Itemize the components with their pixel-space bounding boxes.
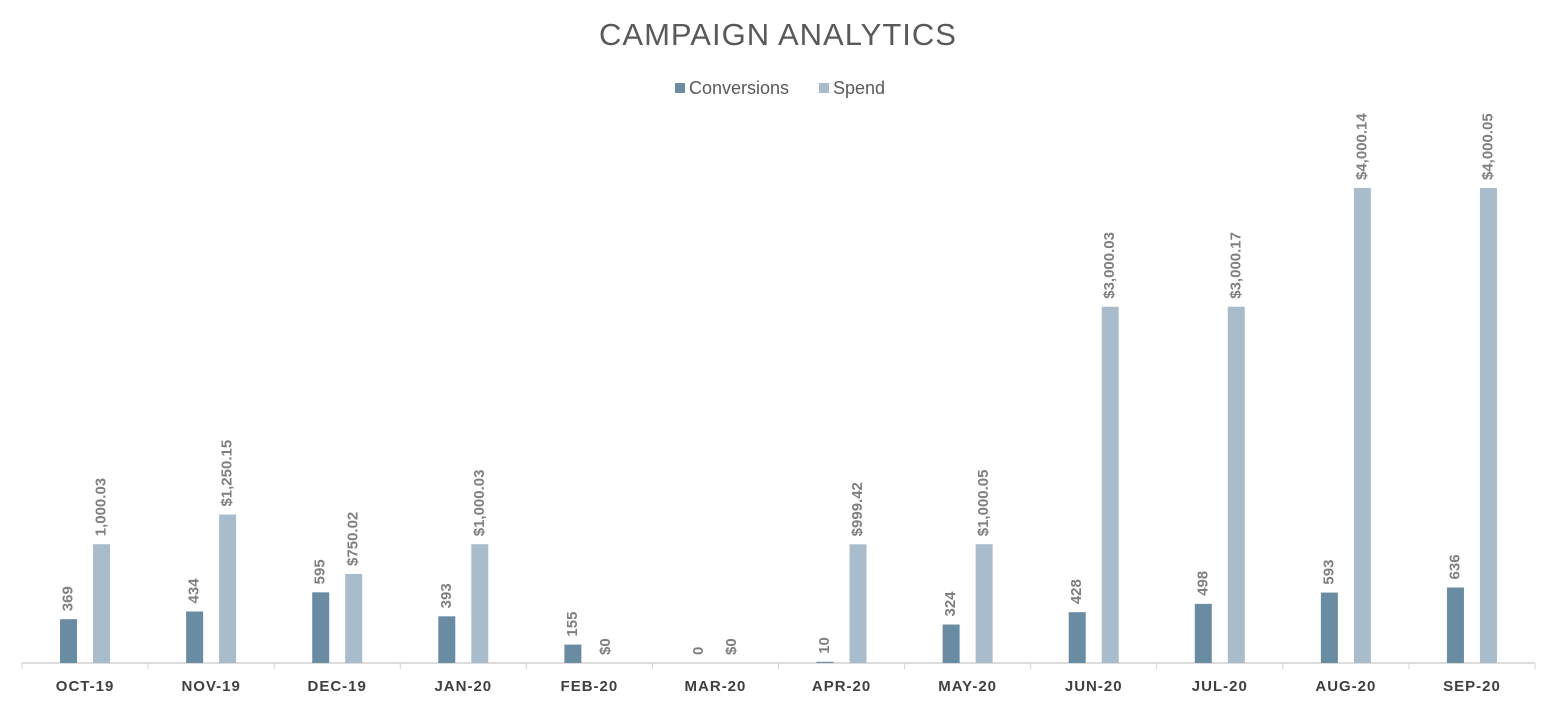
x-tick-label: JUN-20 [1065, 678, 1123, 695]
value-label: 428 [1068, 579, 1085, 604]
bar [1320, 592, 1338, 663]
value-label: 369 [60, 586, 77, 611]
bar [345, 573, 363, 663]
bar [1194, 603, 1212, 663]
bar [1227, 306, 1245, 663]
bar [471, 544, 489, 663]
bar [942, 624, 960, 663]
value-label: 593 [1320, 560, 1337, 585]
bar [438, 616, 456, 663]
bar [1353, 188, 1371, 663]
bar [219, 514, 237, 663]
bar [975, 544, 993, 663]
value-label: 155 [564, 612, 581, 637]
value-label: $1,250.15 [219, 440, 236, 507]
x-tick-label: JUL-20 [1192, 678, 1248, 695]
value-label: 636 [1446, 554, 1463, 579]
value-label: $3,000.03 [1101, 232, 1118, 299]
legend-label: Spend [833, 78, 885, 98]
x-tick-label: OCT-19 [56, 678, 115, 695]
value-label: $1,000.03 [471, 470, 488, 537]
x-tick-label: NOV-19 [181, 678, 240, 695]
bar [816, 661, 834, 663]
value-label: 0 [690, 647, 707, 655]
value-label: 595 [312, 559, 329, 584]
value-label: $999.42 [849, 482, 866, 536]
x-tick-label: FEB-20 [561, 678, 619, 695]
x-tick-label: DEC-19 [308, 678, 367, 695]
bar [1068, 612, 1086, 663]
value-label: $0 [723, 638, 740, 655]
x-tick-label: SEP-20 [1443, 678, 1501, 695]
bar [1446, 587, 1464, 663]
bar [564, 644, 582, 663]
legend-label: Conversions [689, 78, 789, 98]
x-tick-label: JAN-20 [434, 678, 492, 695]
x-tick-label: APR-20 [812, 678, 871, 695]
value-label: 434 [186, 578, 203, 604]
legend-swatch [675, 83, 685, 93]
value-label: $4,000.14 [1353, 113, 1370, 180]
value-label: $4,000.05 [1479, 113, 1496, 180]
x-tick-label: MAY-20 [938, 678, 997, 695]
value-label: 324 [942, 591, 959, 617]
legend-swatch [819, 83, 829, 93]
bar [1479, 188, 1497, 663]
value-label: 393 [438, 583, 455, 608]
bar [1101, 306, 1119, 663]
bar [312, 592, 330, 663]
value-label: $750.02 [345, 512, 362, 566]
chart-title: CAMPAIGN ANALYTICS [599, 17, 957, 52]
bar [60, 619, 78, 663]
value-label: 10 [816, 637, 833, 654]
x-tick-label: MAR-20 [685, 678, 747, 695]
value-label: $0 [597, 638, 614, 655]
value-label: 498 [1194, 571, 1211, 596]
bar [849, 544, 867, 663]
bar [186, 611, 204, 663]
value-label: $3,000.17 [1227, 232, 1244, 299]
value-label: 1,000.03 [93, 478, 110, 536]
value-label: $1,000.05 [975, 470, 992, 537]
x-tick-label: AUG-20 [1315, 678, 1376, 695]
bar [93, 544, 111, 663]
